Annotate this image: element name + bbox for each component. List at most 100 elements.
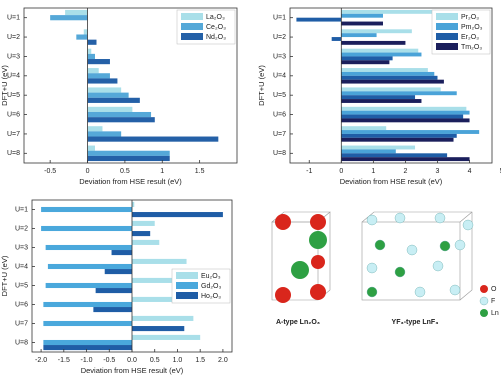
legend-swatch xyxy=(181,23,203,30)
category-label: U=6 xyxy=(273,111,286,118)
bar xyxy=(341,130,479,134)
bar xyxy=(341,126,386,130)
category-label: U=1 xyxy=(7,15,20,22)
bar xyxy=(341,99,421,103)
cell-edge xyxy=(362,222,460,300)
x-tick-label: 1 xyxy=(160,168,164,175)
x-tick-label: 0.5 xyxy=(150,357,160,364)
bar xyxy=(341,10,437,14)
bar xyxy=(84,29,88,34)
legend-label: F xyxy=(491,298,495,305)
bar xyxy=(132,326,184,331)
bar xyxy=(341,72,434,76)
category-label: U=7 xyxy=(15,320,28,327)
legend: Pr₂O₃Pm₂O₃Er₂O₃Tm₂O₃ xyxy=(432,10,490,54)
category-label: U=4 xyxy=(273,73,286,80)
legend-swatch xyxy=(176,272,198,279)
legend-label: Pm₂O₃ xyxy=(461,24,483,31)
x-tick-label: -1 xyxy=(306,168,312,175)
x-tick-label: -0.5 xyxy=(103,357,115,364)
bar xyxy=(296,18,341,22)
x-tick-label: -0.5 xyxy=(44,168,56,175)
y-axis-label: DFT+U (eV) xyxy=(0,255,9,296)
bar xyxy=(341,87,440,91)
bar xyxy=(132,259,187,264)
category-label: U=2 xyxy=(15,225,28,232)
bar xyxy=(341,115,463,119)
structure-panel: A-type Ln₂O₃ YF₃-type LnF₃ O F Ln xyxy=(272,212,499,326)
bar xyxy=(88,146,95,151)
atom-f xyxy=(415,287,425,297)
legend-label: La₂O₃ xyxy=(206,14,225,21)
legend-swatch xyxy=(480,297,488,305)
bar xyxy=(132,335,200,340)
x-axis-label: Deviation from HSE result (eV) xyxy=(81,366,184,375)
legend-swatch xyxy=(436,13,458,20)
atom-f xyxy=(367,263,377,273)
atom-o xyxy=(310,214,326,230)
legend-swatch xyxy=(480,309,488,317)
bar xyxy=(46,245,132,250)
x-tick-label: 1.5 xyxy=(195,357,205,364)
atom-ln xyxy=(291,261,309,279)
bar xyxy=(341,60,389,64)
bar xyxy=(88,59,110,64)
x-tick-label: 2 xyxy=(403,168,407,175)
bar xyxy=(88,156,170,161)
legend-swatch xyxy=(181,13,203,20)
bar xyxy=(332,37,342,41)
x-tick-label: -1.5 xyxy=(58,357,70,364)
chart: U=1U=2U=3U=4U=5U=6U=7U=8-1012345Deviatio… xyxy=(257,8,501,186)
bar xyxy=(88,68,99,73)
atom-f xyxy=(463,220,473,230)
bar xyxy=(341,80,444,84)
bar xyxy=(132,221,155,226)
atom-o xyxy=(311,255,325,269)
category-label: U=8 xyxy=(15,339,28,346)
atom-f xyxy=(435,213,445,223)
bar xyxy=(88,137,219,142)
bar xyxy=(341,33,376,37)
bar xyxy=(88,107,133,112)
x-tick-label: 0.0 xyxy=(127,357,137,364)
legend-swatch xyxy=(480,285,488,293)
x-tick-label: 0 xyxy=(339,168,343,175)
bar xyxy=(341,14,383,18)
category-label: U=8 xyxy=(273,150,286,157)
bar xyxy=(88,117,155,122)
legend-label: Nd₂O₃ xyxy=(206,34,226,41)
atom-f xyxy=(455,240,465,250)
bar xyxy=(341,138,453,142)
figure: A-type Ln₂O₃ YF₃-type LnF₃ O F Ln U=1 U=2… xyxy=(0,0,501,376)
bar xyxy=(105,269,132,274)
atom-f xyxy=(367,215,377,225)
bar xyxy=(88,73,110,78)
category-label: U=4 xyxy=(15,263,28,270)
bar xyxy=(96,288,132,293)
category-label: U=3 xyxy=(15,244,28,251)
bar xyxy=(341,41,405,45)
y-axis-label: DFT+U (eV) xyxy=(0,65,9,106)
category-label: U=6 xyxy=(7,111,20,118)
bar xyxy=(50,15,87,20)
bar xyxy=(88,151,170,156)
bar xyxy=(341,49,418,53)
legend-label: Pr₂O₃ xyxy=(461,14,479,21)
category-label: U=1 xyxy=(15,206,28,213)
chart: U=1U=2U=3U=4U=5U=6U=7U=8-0.500.511.5Devi… xyxy=(0,8,237,186)
x-tick-label: 1.5 xyxy=(195,168,205,175)
atom-o xyxy=(275,287,291,303)
bar xyxy=(43,321,132,326)
x-tick-label: 1.0 xyxy=(173,357,183,364)
bar xyxy=(341,53,421,57)
x-tick-label: -1.0 xyxy=(81,357,93,364)
x-axis-label: Deviation from HSE result (eV) xyxy=(340,177,443,186)
legend-label: Er₂O₃ xyxy=(461,34,479,41)
category-label: U=2 xyxy=(7,34,20,41)
bar xyxy=(341,149,396,153)
bar xyxy=(88,131,122,136)
legend-swatch xyxy=(176,292,198,299)
bar xyxy=(88,87,122,92)
x-tick-label: 3 xyxy=(436,168,440,175)
atom-ln xyxy=(395,267,405,277)
